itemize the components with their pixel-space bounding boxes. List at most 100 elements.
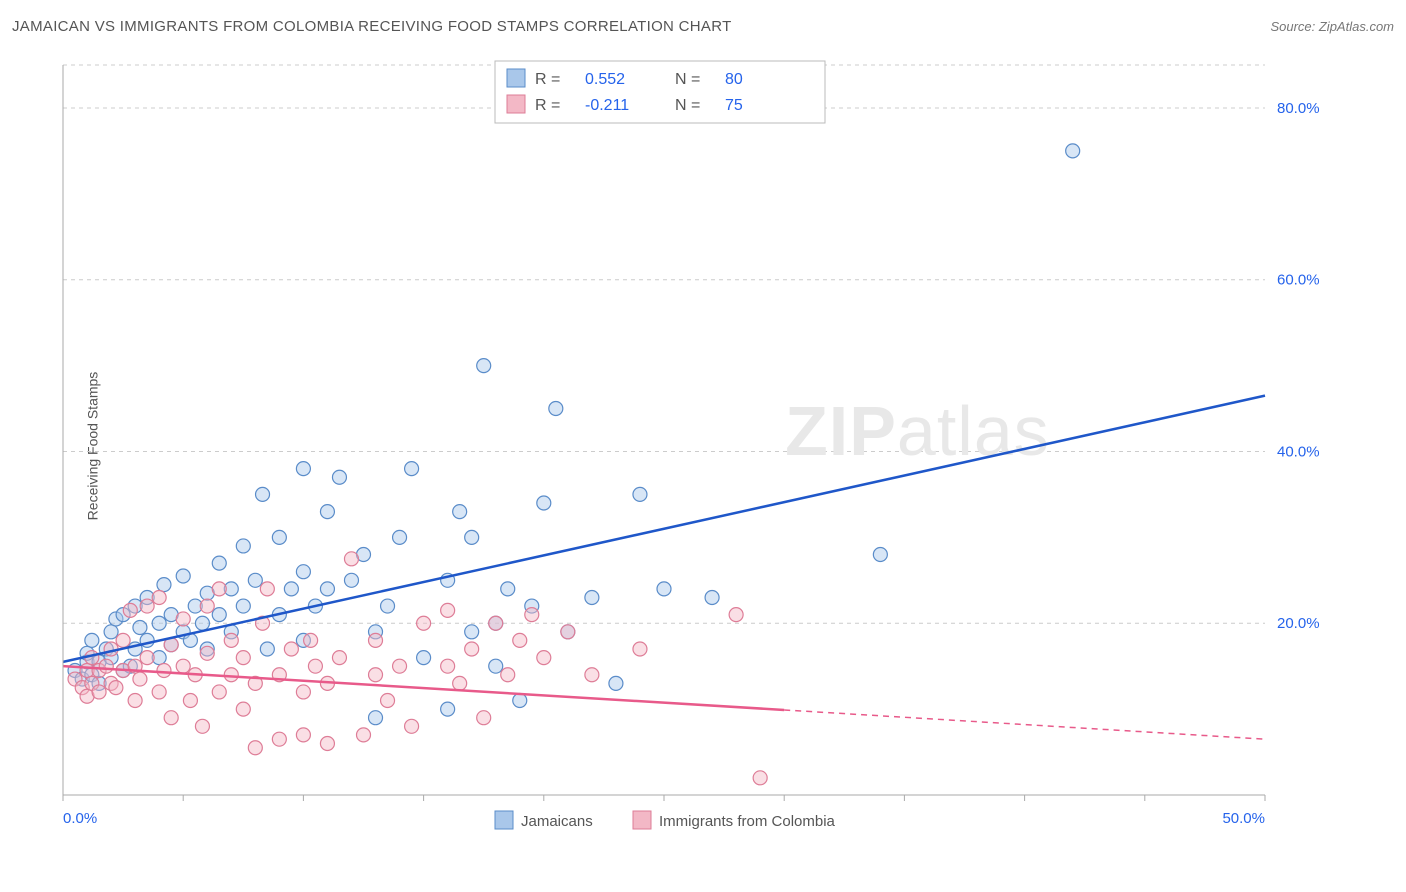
point-jamaicans [296,462,310,476]
point-colombians [417,616,431,630]
y-tick-label: 40.0% [1277,443,1320,460]
point-colombians [109,681,123,695]
point-jamaicans [585,590,599,604]
point-colombians [284,642,298,656]
point-jamaicans [212,608,226,622]
point-colombians [123,603,137,617]
point-colombians [585,668,599,682]
point-jamaicans [256,487,270,501]
point-jamaicans [176,569,190,583]
point-jamaicans [549,402,563,416]
point-colombians [133,672,147,686]
point-colombians [357,728,371,742]
point-colombians [729,608,743,622]
legend-r-value-colombians: -0.211 [585,97,629,114]
point-colombians [236,651,250,665]
point-jamaicans [453,505,467,519]
plot-area: 20.0%40.0%60.0%80.0% ZIPatlas 0.0%50.0% … [55,55,1345,835]
point-jamaicans [133,621,147,635]
point-colombians [296,685,310,699]
point-jamaicans [248,573,262,587]
point-colombians [465,642,479,656]
point-jamaicans [873,548,887,562]
point-jamaicans [609,676,623,690]
point-colombians [260,582,274,596]
point-colombians [525,608,539,622]
watermark: ZIPatlas [785,392,1050,470]
point-jamaicans [369,711,383,725]
point-colombians [308,659,322,673]
point-jamaicans [633,487,647,501]
point-colombians [633,642,647,656]
point-colombians [152,685,166,699]
point-jamaicans [405,462,419,476]
point-jamaicans [212,556,226,570]
point-colombians [116,633,130,647]
point-colombians [332,651,346,665]
point-colombians [183,694,197,708]
legend-r-value-jamaicans: 0.552 [585,71,625,88]
point-jamaicans [195,616,209,630]
point-jamaicans [417,651,431,665]
point-jamaicans [381,599,395,613]
point-colombians [248,741,262,755]
point-colombians [489,616,503,630]
legend-bottom-label-jamaicans: Jamaicans [521,813,593,830]
point-colombians [453,676,467,690]
point-colombians [441,603,455,617]
point-jamaicans [537,496,551,510]
y-tick-label: 80.0% [1277,100,1320,117]
point-jamaicans [465,530,479,544]
point-jamaicans [489,659,503,673]
legend-n-value-jamaicans: 80 [725,71,743,88]
point-jamaicans [272,530,286,544]
point-jamaicans [465,625,479,639]
point-colombians [381,694,395,708]
point-jamaicans [296,565,310,579]
point-jamaicans [152,616,166,630]
point-jamaicans [393,530,407,544]
x-tick-label: 0.0% [63,810,97,827]
point-jamaicans [320,505,334,519]
trendline-jamaicans [63,396,1265,662]
point-colombians [369,633,383,647]
legend-n-label: N = [675,97,700,114]
point-colombians [157,663,171,677]
point-colombians [128,694,142,708]
legend-swatch-jamaicans [507,69,525,87]
point-jamaicans [513,694,527,708]
point-jamaicans [344,573,358,587]
point-colombians [224,668,238,682]
point-colombians [537,651,551,665]
point-jamaicans [705,590,719,604]
point-colombians [344,552,358,566]
y-tick-label: 60.0% [1277,272,1320,289]
point-colombians [441,659,455,673]
point-jamaicans [477,359,491,373]
point-jamaicans [236,599,250,613]
legend-r-label: R = [535,71,560,88]
point-colombians [200,646,214,660]
legend-bottom-swatch-jamaicans [495,811,513,829]
legend-r-label: R = [535,97,560,114]
point-colombians [200,599,214,613]
point-colombians [99,659,113,673]
legend-bottom-label-colombians: Immigrants from Colombia [659,813,836,830]
point-jamaicans [157,578,171,592]
point-colombians [369,668,383,682]
point-jamaicans [320,582,334,596]
point-jamaicans [104,625,118,639]
point-jamaicans [441,702,455,716]
point-colombians [195,719,209,733]
point-jamaicans [657,582,671,596]
point-colombians [477,711,491,725]
point-colombians [164,711,178,725]
chart-title: JAMAICAN VS IMMIGRANTS FROM COLOMBIA REC… [12,18,732,35]
point-jamaicans [1066,144,1080,158]
point-jamaicans [501,582,515,596]
point-jamaicans [260,642,274,656]
trendline-colombians-extrap [784,710,1265,739]
point-colombians [393,659,407,673]
source-label: Source: ZipAtlas.com [1270,19,1394,34]
point-colombians [320,736,334,750]
